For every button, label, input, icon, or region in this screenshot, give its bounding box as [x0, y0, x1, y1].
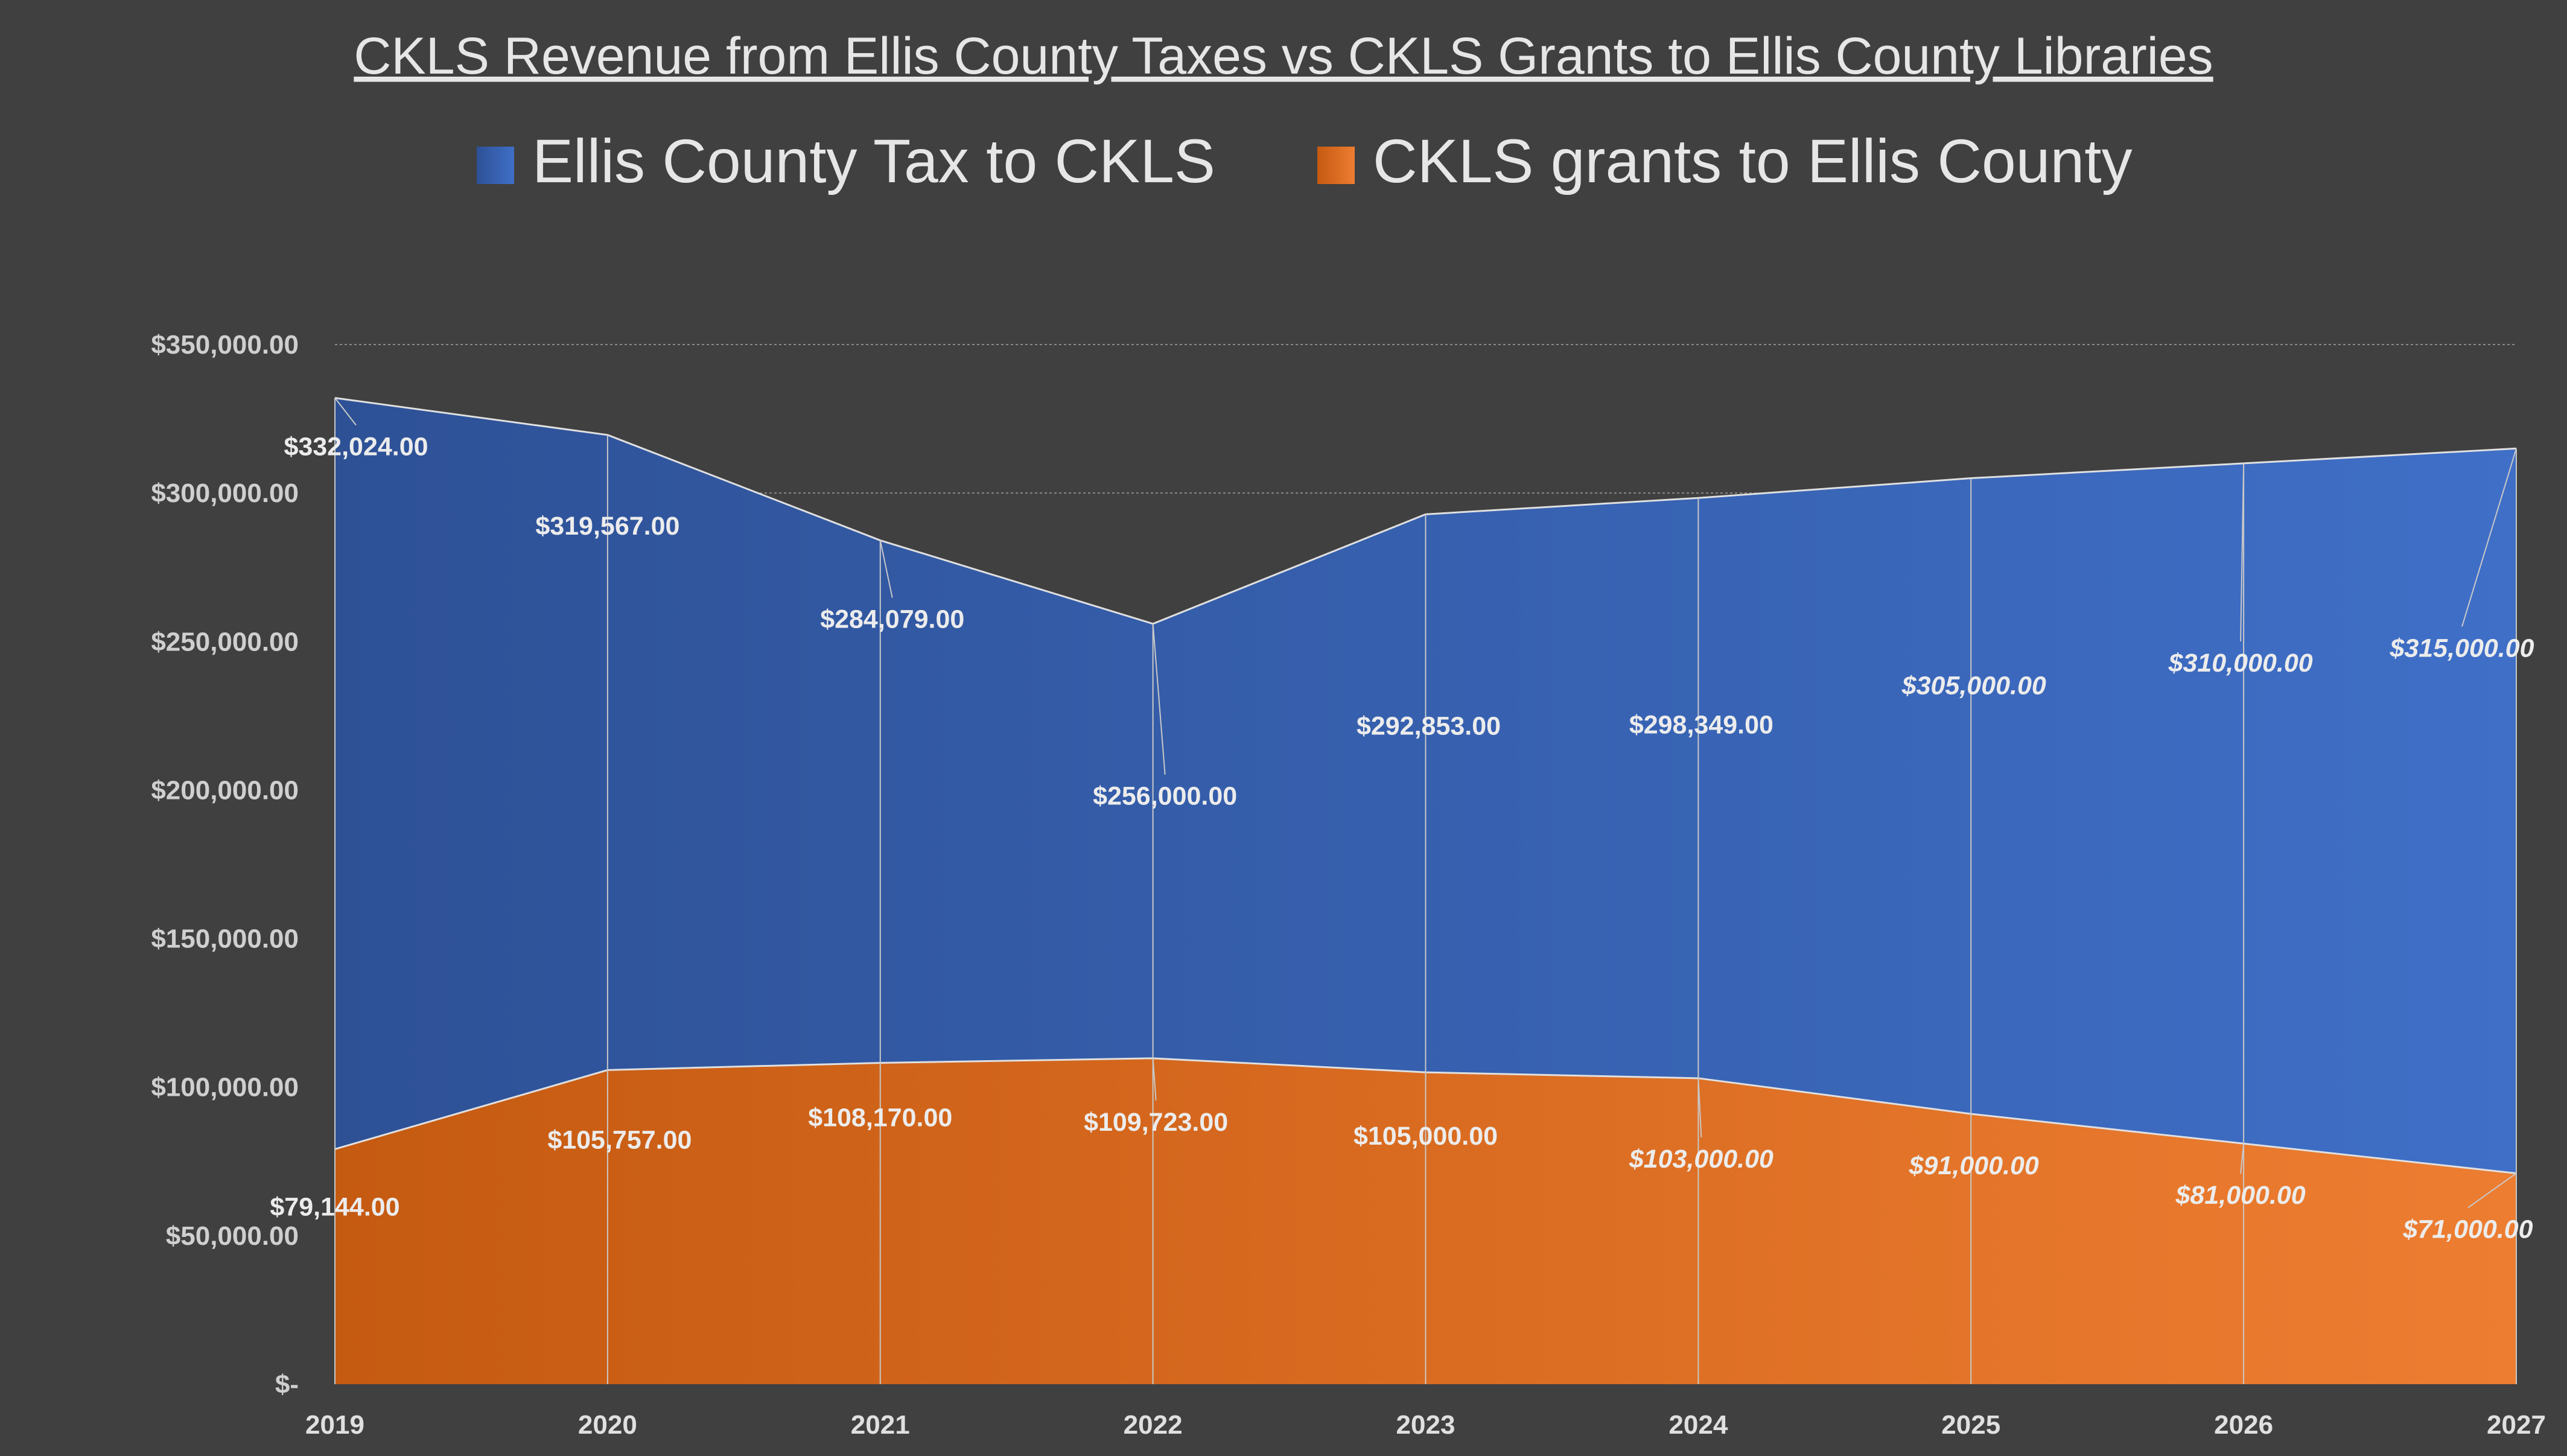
x-tick-label: 2022	[1124, 1410, 1183, 1440]
label-leader-lines	[334, 397, 2517, 1209]
x-tick-label: 2021	[851, 1410, 910, 1440]
legend-item-tax: Ellis County Tax to CKLS	[477, 127, 1215, 196]
legend-item-grants: CKLS grants to Ellis County	[1317, 127, 2133, 196]
y-tick-label: $-	[275, 1370, 299, 1399]
leader-line	[1152, 1058, 1157, 1101]
data-label-grants: $71,000.00	[2402, 1215, 2533, 1244]
y-tick-label: $50,000.00	[166, 1221, 299, 1251]
y-tick-label: $250,000.00	[151, 627, 299, 656]
leader-line	[2467, 1172, 2517, 1209]
data-label-tax: $319,567.00	[535, 512, 679, 541]
x-tick-label: 2020	[578, 1410, 637, 1440]
data-label-grants: $91,000.00	[1909, 1151, 2039, 1180]
legend: Ellis County Tax to CKLS CKLS grants to …	[477, 127, 2133, 196]
data-label-grants: $109,723.00	[1084, 1108, 1228, 1137]
data-label-grants: $105,000.00	[1353, 1122, 1498, 1151]
data-label-tax: $256,000.00	[1093, 782, 1237, 811]
data-label-tax: $298,349.00	[1629, 710, 1773, 739]
y-axis-labels: $- $50,000.00 $100,000.00 $150,000.00 $200,0…	[151, 330, 299, 1399]
y-tick-label: $350,000.00	[151, 330, 299, 360]
x-tick-label: 2026	[2214, 1410, 2273, 1440]
legend-swatch-grants	[1317, 147, 1355, 184]
x-tick-label: 2019	[305, 1410, 364, 1440]
data-label-tax: $315,000.00	[2389, 634, 2534, 663]
x-tick-label: 2023	[1396, 1410, 1455, 1440]
data-label-tax: $332,024.00	[284, 432, 428, 461]
data-label-tax: $292,853.00	[1357, 711, 1501, 740]
data-label-tax: $305,000.00	[1901, 672, 2046, 701]
leader-line	[2240, 1143, 2245, 1174]
drop-lines	[334, 398, 2517, 1384]
legend-label-tax: Ellis County Tax to CKLS	[532, 127, 1215, 196]
data-label-grants: $105,757.00	[547, 1125, 692, 1154]
leader-line	[879, 540, 893, 598]
data-label-grants: $79,144.00	[270, 1192, 399, 1221]
data-label-tax: $310,000.00	[2168, 649, 2313, 678]
x-tick-label: 2027	[2487, 1410, 2546, 1440]
legend-label-grants: CKLS grants to Ellis County	[1373, 127, 2133, 196]
leader-line	[2461, 448, 2517, 627]
leader-line	[2240, 463, 2245, 641]
data-label-grants: $108,170.00	[808, 1103, 952, 1132]
data-label-tax: $284,079.00	[820, 605, 964, 634]
data-labels: $332,024.00 $319,567.00 $284,079.00 $256,00…	[270, 432, 2534, 1244]
leader-line	[1152, 623, 1166, 775]
x-tick-label: 2025	[1941, 1410, 2000, 1440]
y-tick-label: $300,000.00	[151, 478, 299, 508]
chart-title: CKLS Revenue from Ellis County Taxes vs …	[354, 27, 2213, 85]
data-label-grants: $81,000.00	[2175, 1181, 2306, 1210]
y-tick-label: $150,000.00	[151, 924, 299, 954]
data-label-grants: $103,000.00	[1629, 1145, 1773, 1174]
y-tick-label: $200,000.00	[151, 775, 299, 805]
y-tick-label: $100,000.00	[151, 1073, 299, 1102]
leader-line	[334, 397, 357, 426]
x-tick-label: 2024	[1668, 1410, 1728, 1440]
legend-swatch-tax	[477, 147, 514, 184]
x-axis-labels: 2019 2020 2021 2022 2023 2024 2025 2026 2027	[305, 1410, 2546, 1440]
leader-line	[1697, 1078, 1702, 1137]
